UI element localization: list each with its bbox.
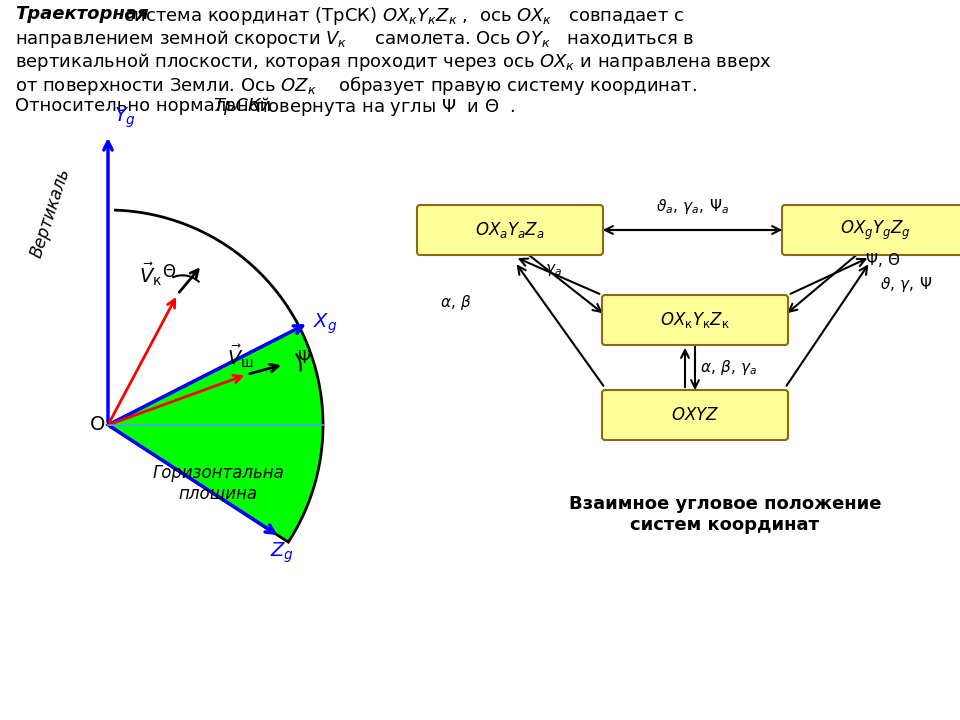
Text: ТрСК: ТрСК: [213, 97, 261, 115]
Polygon shape: [108, 328, 323, 542]
Text: $Y_g$: $Y_g$: [114, 106, 136, 130]
Text: повернута на углы $\Psi$  и $\Theta$  .: повернута на углы $\Psi$ и $\Theta$ .: [250, 97, 516, 118]
Text: $\alpha,\, \beta,\, \gamma_a$: $\alpha,\, \beta,\, \gamma_a$: [700, 358, 757, 377]
Text: направлением земной скорости $V_{\mathit{к}}$     самолета. Ось $OY_{\mathit{к}}: направлением земной скорости $V_{\mathit…: [15, 28, 694, 50]
Text: $\alpha,\, \beta$: $\alpha,\, \beta$: [440, 293, 471, 312]
Text: Взаимное угловое положение
систем координат: Взаимное угловое положение систем коорди…: [568, 495, 881, 534]
Text: от поверхности Земли. Ось $OZ_{\mathit{к}}$    образует правую систему координат: от поверхности Земли. Ось $OZ_{\mathit{к…: [15, 74, 697, 97]
Text: $\vec{V}_{\rm к}$: $\vec{V}_{\rm к}$: [139, 260, 163, 287]
FancyBboxPatch shape: [602, 390, 788, 440]
FancyBboxPatch shape: [417, 205, 603, 255]
Text: система координат (ТрСК) $OX_{\mathit{к}}Y_{\mathit{к}}Z_{\mathit{к}}$ ,  ось $O: система координат (ТрСК) $OX_{\mathit{к}…: [118, 5, 684, 27]
Text: $\vartheta_a,\, \gamma_a,\, \Psi_a$: $\vartheta_a,\, \gamma_a,\, \Psi_a$: [656, 197, 729, 216]
Text: $OX_aY_aZ_a$: $OX_aY_aZ_a$: [475, 220, 545, 240]
Text: $\Psi,\, \Theta$: $\Psi,\, \Theta$: [865, 251, 900, 269]
FancyBboxPatch shape: [782, 205, 960, 255]
Text: вертикальной плоскости, которая проходит через ось $OX_{\mathit{к}}$ и направлен: вертикальной плоскости, которая проходит…: [15, 51, 772, 73]
Text: $OX_{\rm к}Y_{\rm к}Z_{\rm к}$: $OX_{\rm к}Y_{\rm к}Z_{\rm к}$: [660, 310, 730, 330]
Text: $Z_g$: $Z_g$: [270, 541, 294, 565]
Text: Относительно нормальной: Относительно нормальной: [15, 97, 277, 115]
Text: $\gamma_a$: $\gamma_a$: [545, 262, 562, 278]
Text: $\Psi$: $\Psi$: [297, 348, 311, 366]
Text: Траекторная: Траекторная: [15, 5, 149, 23]
Text: $X_g$: $X_g$: [314, 312, 338, 336]
Text: $\vartheta,\, \gamma,\, \Psi$: $\vartheta,\, \gamma,\, \Psi$: [880, 276, 932, 294]
Text: Вертикаль: Вертикаль: [27, 166, 73, 260]
Text: $\vec{V}_{\rm ш}$: $\vec{V}_{\rm ш}$: [228, 342, 253, 369]
Text: $OX_gY_gZ_g$: $OX_gY_gZ_g$: [840, 218, 910, 242]
FancyBboxPatch shape: [602, 295, 788, 345]
Text: $OXYZ$: $OXYZ$: [671, 406, 719, 424]
Text: Горизонтальна
площина: Горизонтальна площина: [152, 464, 284, 503]
Text: O: O: [90, 415, 106, 434]
Text: $\Theta$: $\Theta$: [162, 264, 177, 282]
